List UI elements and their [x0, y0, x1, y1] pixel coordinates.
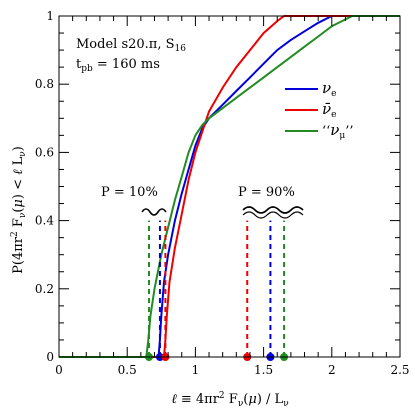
time-label: tpb = 160 ms	[76, 57, 160, 74]
x-tick-label: 1.5	[254, 363, 273, 377]
x-tick-label: 0.5	[118, 363, 137, 377]
series-line-numu	[59, 15, 400, 358]
brace-p10	[141, 208, 167, 216]
model-label-main: Model s20.π, S	[76, 37, 175, 52]
annotation-p10: P = 10%	[101, 185, 158, 200]
y-tick-label: 0.2	[35, 282, 54, 296]
y-axis-label: P(4πr2 Fν(μ) < ℓ Lν)	[10, 146, 28, 274]
ticks-layer: 0 0.5 1 1.5 2 2.5 0 0.2 0.4 0.6 0.8 1	[35, 9, 410, 377]
x-tick-label: 2	[328, 363, 336, 377]
time-label-value: = 160 ms	[93, 57, 160, 72]
y-tick-label: 0.6	[35, 145, 54, 159]
x-tick-label: 2.5	[390, 363, 409, 377]
brace-p90-b	[242, 211, 304, 219]
x-axis-label: ℓ ≡ 4πr2 Fν(μ) / Lν	[171, 391, 288, 409]
x-tick-label: 0	[55, 363, 63, 377]
time-label-t: t	[76, 57, 82, 72]
brace-p90	[242, 206, 304, 214]
annotation-p90: P = 90%	[238, 185, 295, 200]
model-label: Model s20.π, S16	[76, 37, 186, 54]
y-tick-label: 0	[46, 350, 54, 364]
y-tick-label: 0.4	[35, 214, 54, 228]
time-label-sub: pb	[81, 64, 93, 74]
series-line-nuebar	[59, 15, 400, 358]
y-tick-label: 0.8	[35, 77, 54, 91]
legend: νe ν̄e ‘‘νμ’’	[285, 79, 354, 141]
legend-label-nuebar: ν̄e	[322, 100, 336, 120]
x-tick-label: 1	[192, 363, 200, 377]
legend-label-nue: νe	[322, 79, 336, 99]
markers-layer	[145, 220, 289, 361]
y-tick-label: 1	[46, 9, 54, 23]
model-label-sub: 16	[175, 44, 187, 54]
curves-layer	[59, 15, 400, 358]
legend-label-numu: ‘‘νμ’’	[322, 121, 354, 141]
